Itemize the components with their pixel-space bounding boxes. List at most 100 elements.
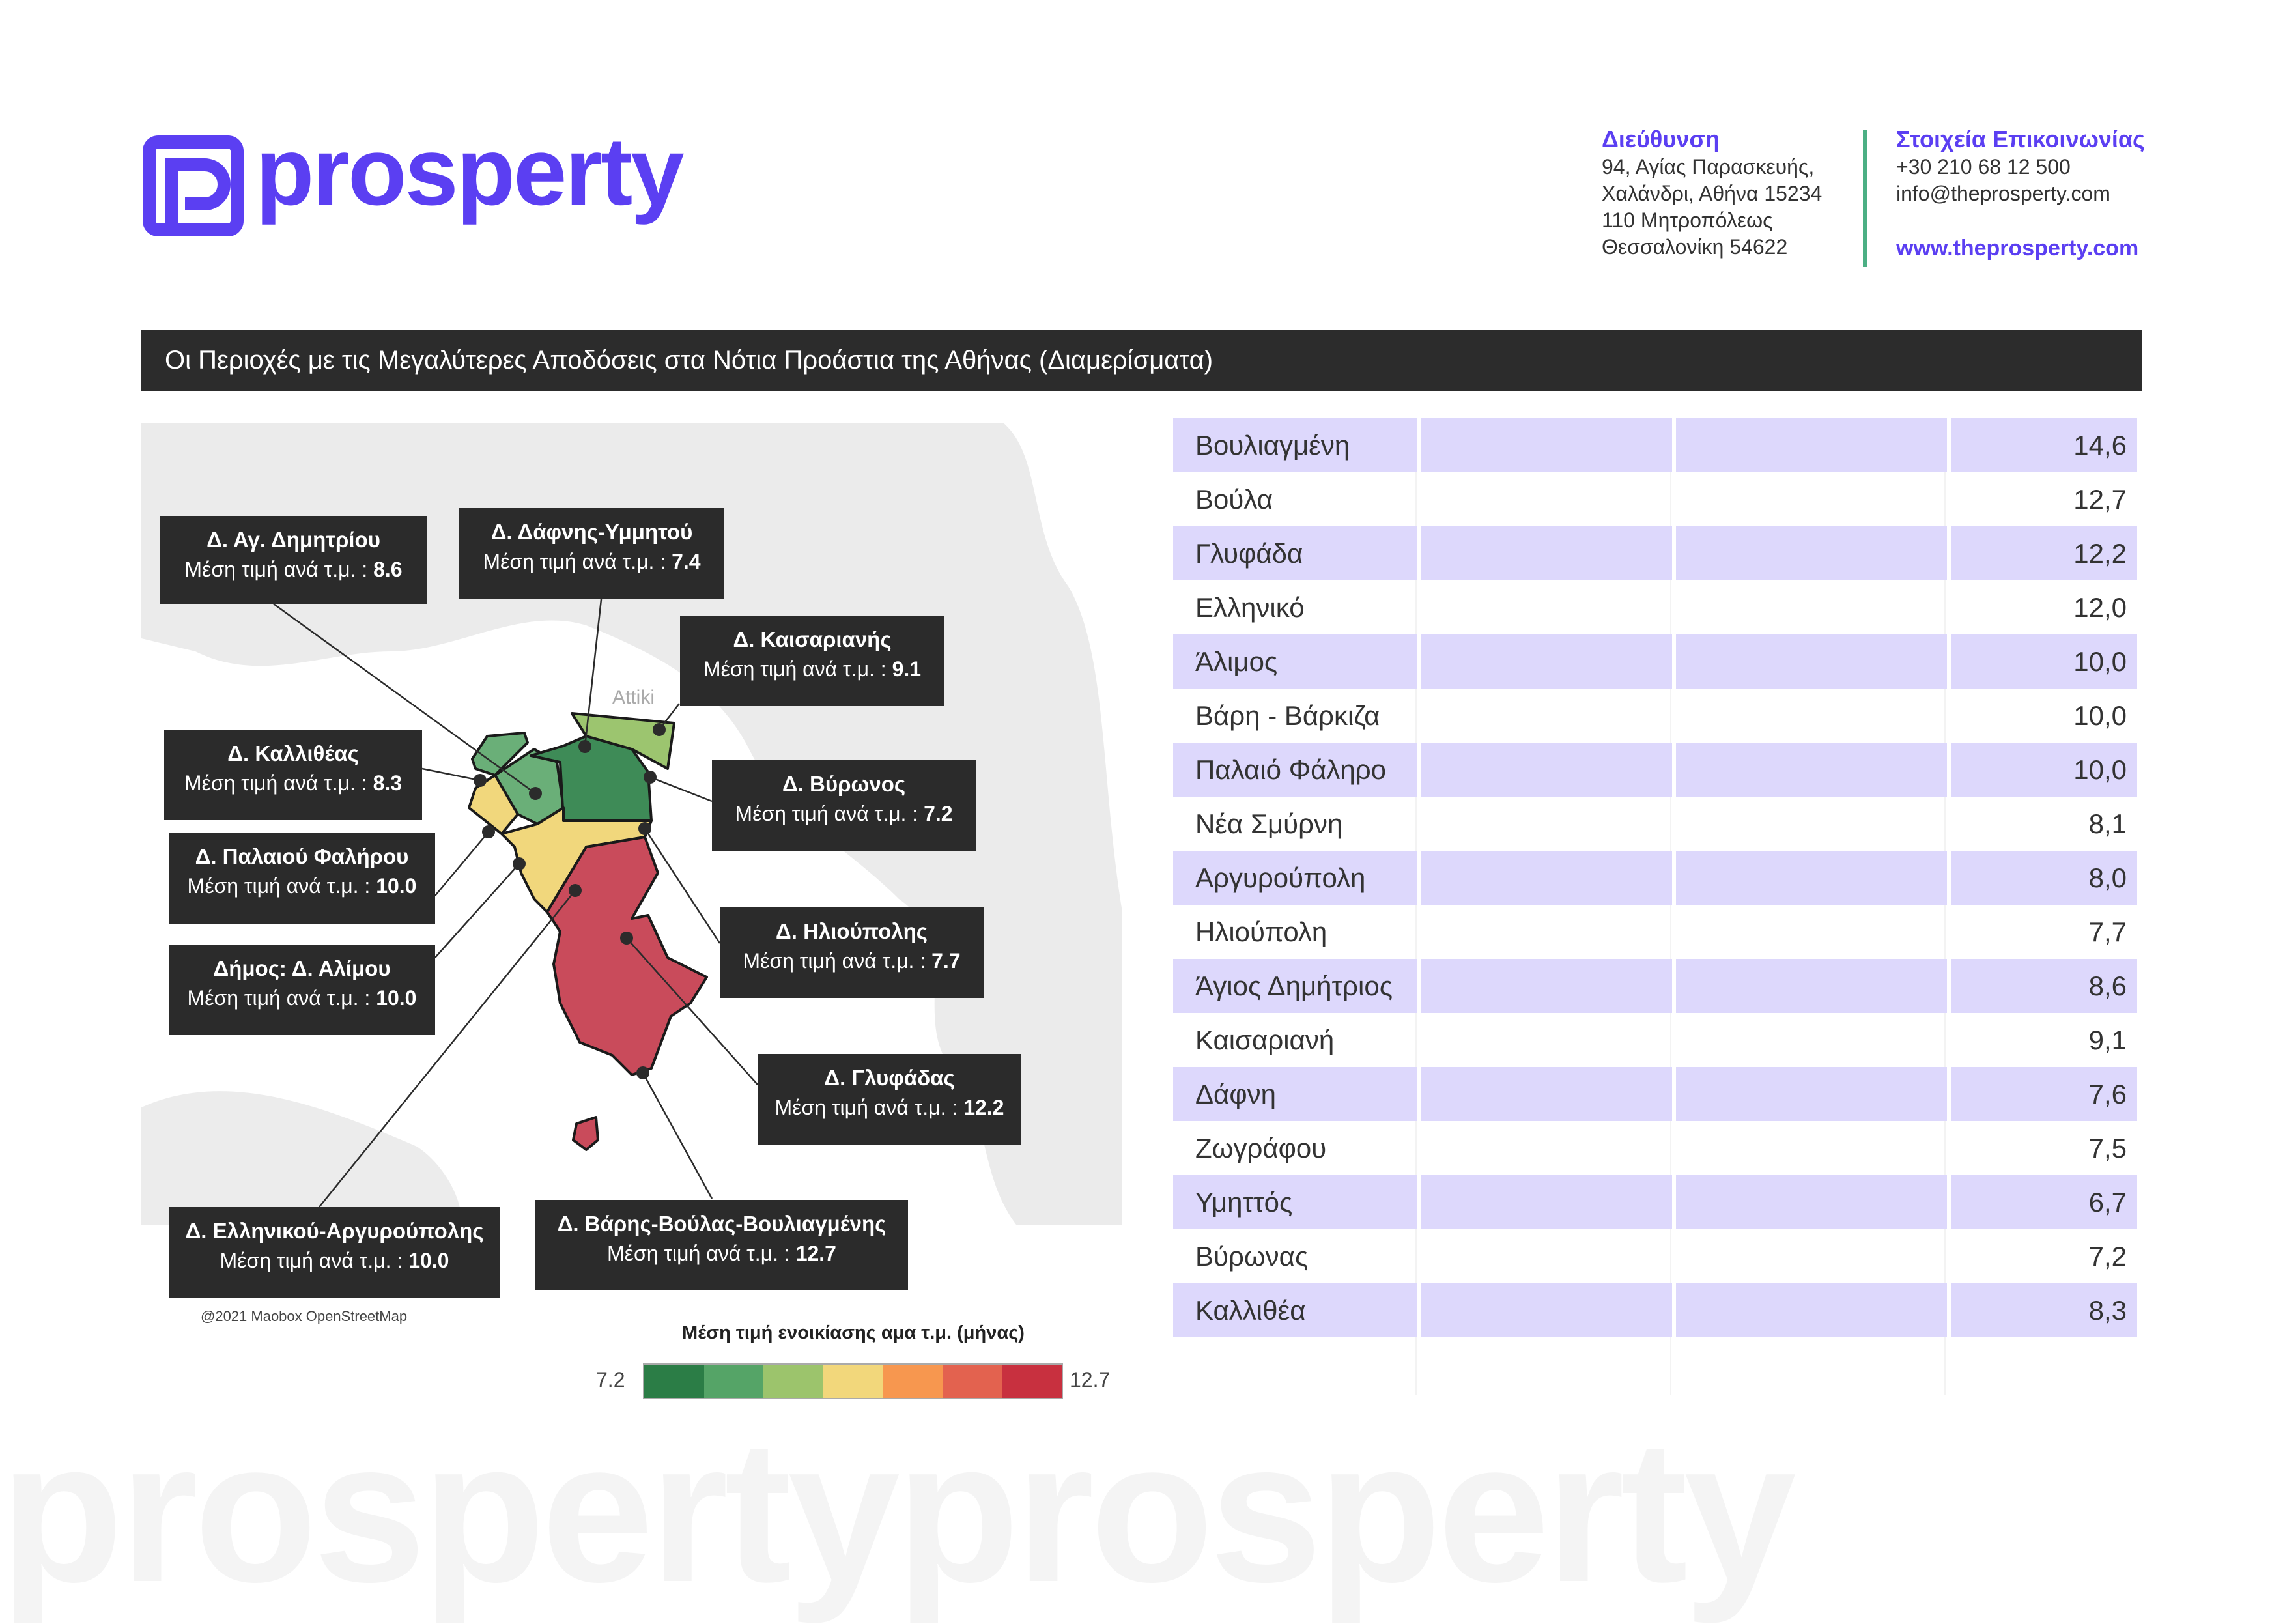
table-row: Γλυφάδα 12,2: [1173, 526, 2137, 580]
empty-cell: [1419, 1013, 1676, 1067]
map-label[interactable]: Δ. Ελληνικού-Αργυρούπολης Μέση τιμή ανά τ…: [169, 1207, 500, 1298]
label-name: Δ. Αγ. Δημητρίου: [206, 528, 380, 552]
brand-name: prosperty: [255, 118, 685, 225]
label-value: Μέση τιμή ανά τ.μ. : 12.7: [535, 1239, 908, 1268]
yield-value: 10,0: [1949, 634, 2137, 689]
table-row: Βάρη - Βάρκιζα 10,0: [1173, 689, 2137, 743]
label-name: Δ. Καλλιθέας: [227, 741, 359, 765]
table-row: Αργυρούπολη 8,0: [1173, 851, 2137, 905]
email[interactable]: info@theprosperty.com: [1896, 182, 2110, 205]
label-value: Μέση τιμή ανά τ.μ. : 10.0: [169, 984, 435, 1012]
map-label[interactable]: Δ. Βάρης-Βούλας-Βουλιαγμένης Μέση τιμή αν…: [535, 1200, 908, 1290]
connector-lines: [273, 599, 758, 1208]
region-glyfada-vari: [546, 836, 708, 1076]
yield-value: 10,0: [2073, 700, 2127, 731]
table-row: Νέα Σμύρνη 8,1: [1173, 797, 2137, 851]
empty-cell: [1419, 1121, 1676, 1175]
empty-cell: [1419, 580, 1676, 634]
table-row: Δάφνη 7,6: [1173, 1067, 2137, 1121]
label-value: 10.0: [376, 986, 417, 1010]
empty-cell: [1419, 743, 1676, 797]
address-line: Θεσσαλονίκη 54622: [1602, 235, 1788, 259]
map-label[interactable]: Δ. Παλαιού Φαλήρου Μέση τιμή ανά τ.μ. : 1…: [169, 833, 435, 924]
empty-cell: [1674, 580, 1951, 634]
empty-cell: [1674, 851, 1951, 905]
area-name: Δάφνη: [1173, 1067, 1421, 1121]
area-name: Βύρωνας: [1173, 1229, 1421, 1283]
map-label[interactable]: Δήμος: Δ. Αλίμου Μέση τιμή ανά τ.μ. : 10.…: [169, 945, 435, 1035]
label-value: Μέση τιμή ανά τ.μ. :: [774, 1096, 964, 1119]
map-label[interactable]: Δ. Βύρωνος Μέση τιμή ανά τ.μ. : 7.2: [712, 760, 976, 851]
label-value: Μέση τιμή ανά τ.μ. : 7.4: [459, 547, 724, 576]
label-value: 10.0: [376, 874, 417, 898]
yield-value: 8,0: [1949, 851, 2137, 905]
area-name: Βουλιαγμένη: [1173, 418, 1421, 472]
empty-cell: [1419, 1283, 1676, 1337]
label-value: Μέση τιμή ανά τ.μ. :: [483, 550, 672, 573]
map-label[interactable]: Δ. Ηλιούπολης Μέση τιμή ανά τ.μ. : 7.7: [720, 907, 984, 998]
empty-cell: [1674, 1175, 1951, 1229]
empty-cell: [1419, 851, 1676, 905]
area-name: Αργυρούπολη: [1173, 851, 1421, 905]
table-row: Ζωγράφου 7,5: [1173, 1121, 2137, 1175]
label-value: Μέση τιμή ανά τ.μ. :: [220, 1249, 409, 1272]
yield-value: 7,2: [2088, 1240, 2127, 1272]
address-line: 110 Μητροπόλεως: [1602, 208, 1773, 232]
area-name: Άλιμος: [1173, 634, 1421, 689]
map-label[interactable]: Δ. Καλλιθέας Μέση τιμή ανά τ.μ. : 8.3: [164, 730, 422, 820]
label-value: 7.7: [931, 949, 961, 973]
empty-cell: [1419, 1175, 1676, 1229]
label-value: Μέση τιμή ανά τ.μ. :: [607, 1242, 796, 1265]
yield-table: Βουλιαγμένη 14,6 Βούλα 12,7 Γλυφάδα 12,2 Ελλην…: [1173, 418, 2137, 1337]
table-row: Καλλιθέα 8,3: [1173, 1283, 2137, 1337]
empty-cell: [1674, 1067, 1951, 1121]
yield-value: 12,2: [1949, 526, 2137, 580]
address-block: Διεύθυνση 94, Αγίας Παρασκευής, Χαλάνδρι…: [1602, 125, 1822, 261]
label-value: Μέση τιμή ανά τ.μ. :: [187, 874, 376, 898]
phone[interactable]: +30 210 68 12 500: [1896, 155, 2071, 178]
map-label[interactable]: Δ. Δάφνης-Υμμητού Μέση τιμή ανά τ.μ. : 7.…: [459, 508, 724, 599]
contact-heading: Στοιχεία Επικοινωνίας: [1896, 126, 2145, 152]
legend-color-bar: [643, 1363, 1063, 1399]
label-value: Μέση τιμή ανά τ.μ. :: [703, 657, 892, 681]
area-name: Υμηττός: [1173, 1175, 1421, 1229]
label-name: Δ. Δάφνης-Υμμητού: [490, 520, 693, 544]
map-label[interactable]: Δ. Αγ. Δημητρίου Μέση τιμή ανά τ.μ. : 8.6: [160, 516, 427, 604]
legend-swatch: [942, 1365, 1002, 1398]
address-line: Χαλάνδρι, Αθήνα 15234: [1602, 182, 1823, 205]
label-value: 12.2: [963, 1096, 1004, 1119]
table-row: Υμηττός 6,7: [1173, 1175, 2137, 1229]
area-name: Βάρη - Βάρκιζα: [1173, 689, 1421, 743]
area-name: Καισαριανή: [1173, 1013, 1421, 1067]
empty-cell: [1674, 1013, 1951, 1067]
label-value: Μέση τιμή ανά τ.μ. :: [184, 558, 374, 581]
yield-value: 8,6: [1949, 959, 2137, 1013]
label-value: 9.1: [892, 657, 922, 681]
label-name: Δ. Παλαιού Φαλήρου: [195, 844, 409, 868]
map-land: [141, 1091, 461, 1225]
table-row: Βούλα 12,7: [1173, 472, 2137, 526]
area-name: Ζωγράφου: [1173, 1121, 1421, 1175]
label-value: Μέση τιμή ανά τ.μ. : 10.0: [169, 872, 435, 900]
label-value: 10.0: [408, 1249, 449, 1272]
legend-swatch: [883, 1365, 943, 1398]
map-label[interactable]: Δ. Γλυφάδας Μέση τιμή ανά τ.μ. : 12.2: [758, 1054, 1021, 1145]
yield-value: 7,6: [1949, 1067, 2137, 1121]
empty-cell: [1419, 634, 1676, 689]
empty-cell: [1419, 797, 1676, 851]
map-label[interactable]: Δ. Καισαριανής Μέση τιμή ανά τ.μ. : 9.1: [680, 616, 944, 706]
empty-cell: [1419, 1067, 1676, 1121]
empty-cell: [1419, 689, 1676, 743]
label-value: Μέση τιμή ανά τ.μ. : 10.0: [169, 1246, 500, 1275]
empty-cell: [1674, 472, 1951, 526]
table-row: Βύρωνας 7,2: [1173, 1229, 2137, 1283]
yield-value: 6,7: [1949, 1175, 2137, 1229]
area-name: Παλαιό Φάληρο: [1173, 743, 1421, 797]
legend-swatch: [703, 1365, 764, 1398]
map-attribution: @2021 Maobox OpenStreetMap: [201, 1308, 408, 1324]
website-link[interactable]: www.theprosperty.com: [1896, 236, 2139, 261]
legend-swatch: [644, 1365, 704, 1398]
map[interactable]: Attiki Δ. Αγ. Δημητρίου Μέση τιμή ανά τ: [141, 423, 1122, 1298]
area-name: Γλυφάδα: [1173, 526, 1421, 580]
empty-cell: [1674, 905, 1951, 959]
